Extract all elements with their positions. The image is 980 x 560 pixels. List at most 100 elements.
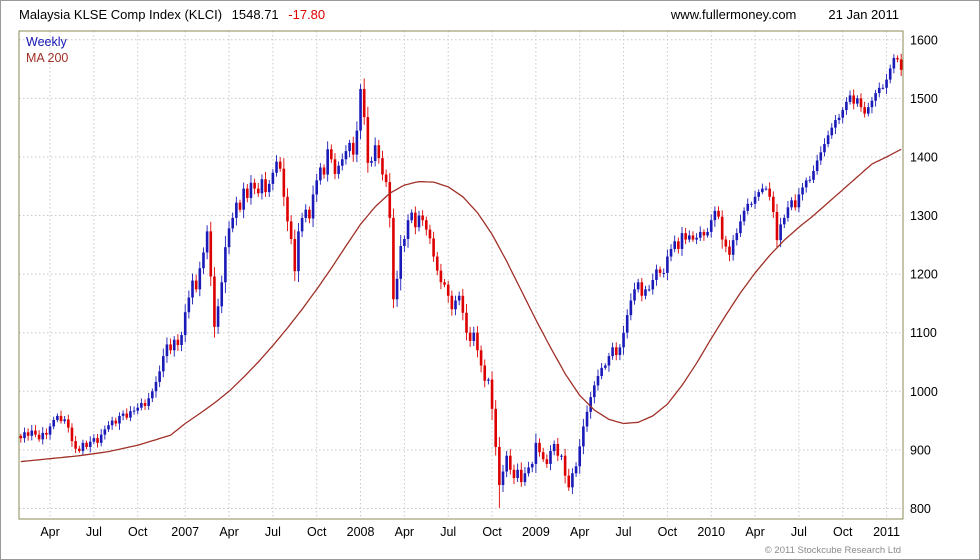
candle-body bbox=[881, 87, 885, 89]
candle-body bbox=[110, 420, 114, 426]
candle-body bbox=[761, 188, 764, 193]
candle-body bbox=[600, 367, 603, 377]
candle-body bbox=[428, 229, 432, 239]
candle-body bbox=[59, 415, 63, 422]
candle-body bbox=[603, 365, 607, 368]
candle-body bbox=[457, 295, 461, 301]
candle-body bbox=[286, 196, 289, 222]
candle-body bbox=[253, 182, 256, 189]
candle-body bbox=[468, 332, 472, 341]
candle-body bbox=[205, 231, 209, 253]
candle-body bbox=[578, 446, 582, 467]
candle-body bbox=[355, 130, 359, 155]
candle-body bbox=[421, 215, 424, 221]
candle-body bbox=[625, 315, 629, 333]
candle-body bbox=[450, 295, 454, 310]
x-axis-label: Apr bbox=[570, 525, 589, 539]
ma-line-layer bbox=[20, 148, 902, 463]
candle-body bbox=[636, 282, 640, 290]
candle-body bbox=[264, 179, 267, 193]
candle-body bbox=[666, 256, 669, 273]
candle-body bbox=[293, 238, 297, 272]
candle-body bbox=[183, 312, 187, 336]
candle-body bbox=[235, 202, 238, 218]
candle-body bbox=[88, 441, 92, 447]
candle-body bbox=[143, 403, 147, 406]
candle-body bbox=[859, 98, 863, 108]
candle-body bbox=[684, 233, 687, 240]
candle-body bbox=[439, 270, 443, 283]
candle-body bbox=[845, 101, 848, 111]
candle-body bbox=[81, 442, 85, 452]
candle-body bbox=[275, 161, 278, 173]
candle-body bbox=[461, 295, 465, 313]
chart-legend: Weekly MA 200 bbox=[26, 34, 68, 66]
candle-body bbox=[70, 427, 74, 442]
candle-body bbox=[414, 212, 417, 228]
candle-body bbox=[841, 110, 845, 118]
candle-body bbox=[596, 376, 600, 386]
candle-body bbox=[169, 344, 172, 351]
candle-body bbox=[888, 68, 892, 80]
candle-body bbox=[348, 142, 351, 152]
candle-body bbox=[260, 179, 264, 194]
candle-body bbox=[151, 391, 154, 399]
candle-body bbox=[735, 233, 739, 241]
candle-body bbox=[187, 297, 191, 313]
candle-body bbox=[308, 209, 311, 219]
candle-body bbox=[611, 347, 614, 357]
candle-body bbox=[775, 212, 779, 241]
candle-body bbox=[523, 473, 527, 483]
candle-body bbox=[238, 202, 242, 210]
candle-body bbox=[129, 411, 132, 418]
candle-body bbox=[483, 365, 487, 381]
candle-body bbox=[432, 238, 435, 257]
candle-body bbox=[607, 356, 611, 366]
candle-body bbox=[224, 247, 227, 283]
candle-body bbox=[545, 459, 549, 464]
candle-body bbox=[819, 152, 823, 161]
candle-body bbox=[677, 241, 680, 249]
candle-body bbox=[552, 444, 556, 452]
candle-body bbox=[498, 446, 501, 486]
candle-body bbox=[19, 435, 23, 439]
candle-body bbox=[443, 282, 446, 285]
candle-body bbox=[644, 289, 647, 296]
candle-body bbox=[67, 419, 70, 428]
candle-body bbox=[26, 432, 30, 436]
x-axis-label: Apr bbox=[745, 525, 764, 539]
x-axis-label: Oct bbox=[658, 525, 678, 539]
candle-body bbox=[454, 300, 457, 310]
candle-body bbox=[487, 379, 490, 381]
candle-body bbox=[541, 452, 545, 460]
candle-body bbox=[826, 135, 830, 145]
candle-body bbox=[52, 419, 56, 427]
site-url: www.fullermoney.com bbox=[670, 7, 797, 22]
candle-body bbox=[209, 231, 213, 277]
candle-body bbox=[56, 415, 59, 420]
candle-body bbox=[340, 159, 344, 166]
x-axis-label: Jul bbox=[791, 525, 807, 539]
candle-body bbox=[885, 79, 888, 88]
candle-body bbox=[107, 425, 110, 430]
candle-body bbox=[337, 165, 340, 174]
candle-body bbox=[713, 210, 717, 221]
x-axis-label: 2008 bbox=[347, 525, 375, 539]
candle-body bbox=[435, 256, 439, 271]
candle-body bbox=[30, 430, 34, 436]
candle-body bbox=[282, 168, 286, 197]
candle-body bbox=[180, 335, 183, 346]
candle-body bbox=[202, 252, 205, 269]
candle-body bbox=[779, 224, 782, 241]
candle-body bbox=[563, 455, 567, 476]
plot-frame bbox=[18, 30, 904, 520]
grid-layer bbox=[19, 31, 903, 519]
candle-body bbox=[326, 149, 329, 175]
x-axis-label: 2010 bbox=[697, 525, 725, 539]
x-axis-label: Oct bbox=[307, 525, 327, 539]
candle-body bbox=[863, 107, 866, 114]
candle-body bbox=[695, 237, 698, 240]
candle-body bbox=[165, 344, 169, 357]
candle-body bbox=[300, 217, 304, 232]
